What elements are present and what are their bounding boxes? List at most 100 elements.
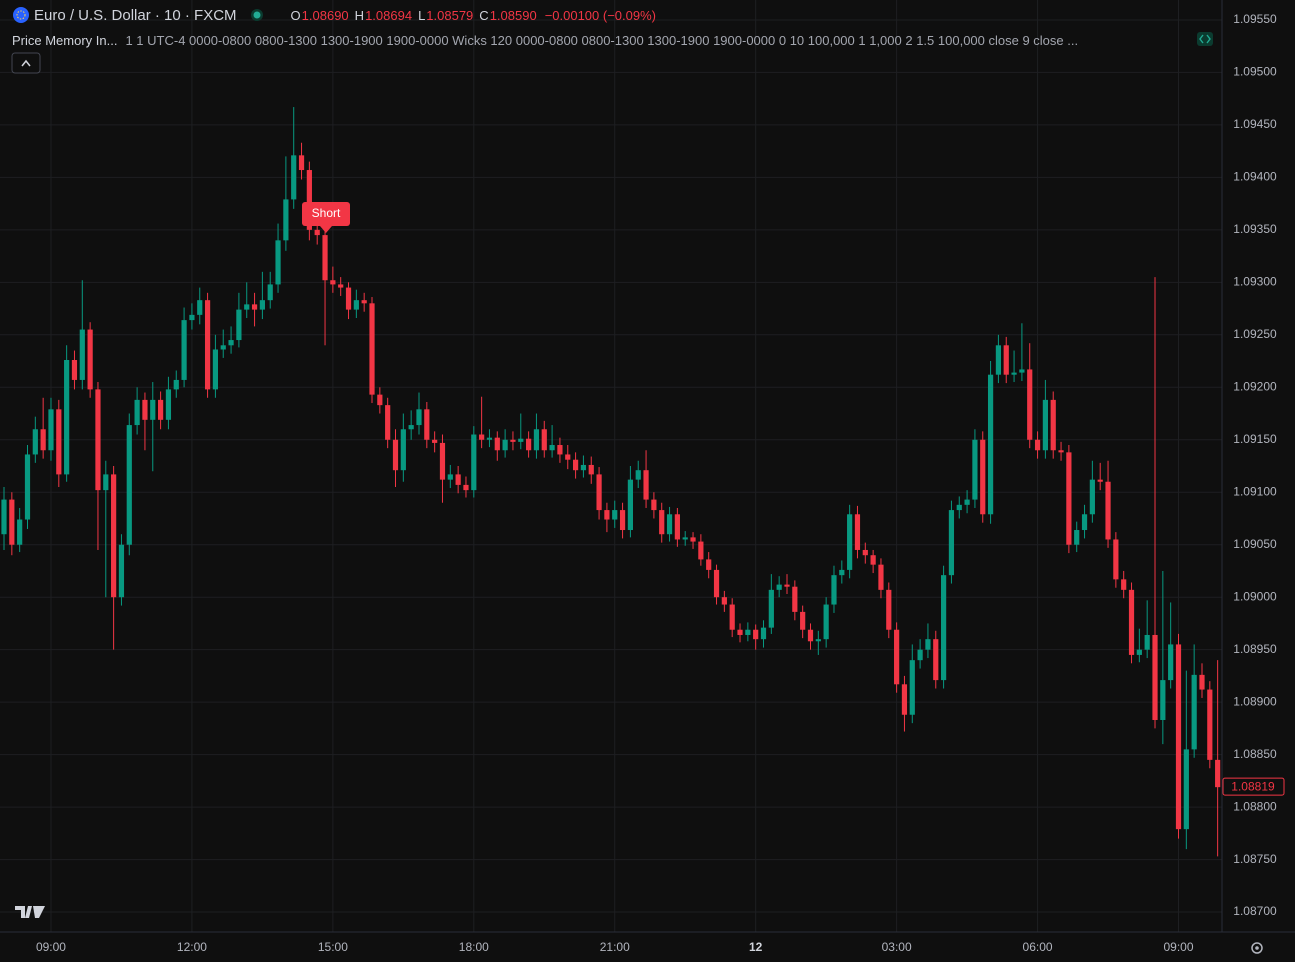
candle-body bbox=[385, 405, 391, 440]
candle-body bbox=[126, 425, 132, 545]
gear-center[interactable] bbox=[1255, 946, 1259, 950]
x-tick-label: 18:00 bbox=[459, 940, 489, 954]
candle-body bbox=[933, 639, 939, 681]
candle-body bbox=[204, 300, 211, 390]
grid bbox=[0, 0, 1222, 932]
y-tick-label: 1.09550 bbox=[1233, 12, 1277, 26]
candle-body bbox=[706, 559, 712, 570]
candle-body bbox=[1160, 680, 1166, 720]
source-icon[interactable] bbox=[1199, 34, 1211, 44]
symbol-header: Euro / U.S. Dollar · 10 · FXCM O 1.08690 … bbox=[12, 5, 656, 25]
candle-body bbox=[909, 660, 915, 715]
candle-body bbox=[40, 429, 46, 451]
candle-body bbox=[111, 474, 117, 598]
collapse-icon[interactable] bbox=[21, 59, 31, 67]
candle-body bbox=[526, 438, 532, 451]
candle-body bbox=[987, 374, 994, 515]
collapse-box[interactable] bbox=[11, 52, 41, 74]
candle-body bbox=[1136, 649, 1142, 655]
candle-body bbox=[518, 438, 524, 442]
candle-body bbox=[1152, 634, 1158, 720]
candle-body bbox=[1089, 479, 1095, 515]
candle-body bbox=[1011, 372, 1017, 375]
candle-body bbox=[565, 454, 571, 460]
candle-body bbox=[259, 300, 265, 310]
candle-body bbox=[980, 439, 986, 515]
candle-body bbox=[103, 474, 109, 491]
candle-body bbox=[651, 499, 657, 511]
candle-body bbox=[330, 280, 336, 285]
candle-body bbox=[549, 445, 555, 451]
candle-body bbox=[392, 439, 399, 471]
symbol-title: Euro / U.S. Dollar · 10 · FXCM bbox=[34, 6, 237, 24]
candle-body bbox=[416, 409, 422, 426]
status-dot[interactable] bbox=[253, 11, 261, 19]
candle-body bbox=[1074, 530, 1080, 545]
candle-body bbox=[71, 359, 78, 380]
last-price-label: 1.08819 bbox=[1231, 779, 1275, 793]
candle-body bbox=[1081, 514, 1088, 531]
candle-body bbox=[533, 429, 540, 451]
candle-body bbox=[158, 399, 164, 420]
candle-body bbox=[369, 303, 375, 395]
candles bbox=[1, 107, 1221, 857]
candle-body bbox=[150, 399, 156, 420]
candle-body bbox=[291, 155, 297, 200]
market-status[interactable] bbox=[249, 8, 269, 22]
candle-body bbox=[800, 611, 806, 630]
indicator-source-icon[interactable] bbox=[1197, 32, 1213, 46]
x-tick-label: 06:00 bbox=[1023, 940, 1053, 954]
candle-body bbox=[447, 474, 453, 480]
candle-body bbox=[502, 439, 508, 451]
ohlc-value: 1.08694 bbox=[365, 7, 413, 23]
ohlc-value: 1.08590 bbox=[489, 7, 537, 23]
settings-button[interactable] bbox=[1251, 942, 1263, 954]
candle-body bbox=[619, 510, 626, 531]
candle-body bbox=[878, 564, 884, 590]
candle-body bbox=[439, 442, 446, 480]
x-tick-label: 09:00 bbox=[36, 940, 66, 954]
y-tick-label: 1.09500 bbox=[1233, 65, 1277, 79]
y-tick-label: 1.09050 bbox=[1233, 537, 1277, 551]
collapse-button[interactable] bbox=[11, 52, 41, 74]
candle-body bbox=[941, 575, 947, 681]
candle-body bbox=[189, 314, 195, 321]
ohlc-key: L bbox=[418, 7, 426, 23]
candle-body bbox=[353, 300, 359, 310]
candle-body bbox=[314, 229, 320, 236]
candle-body bbox=[118, 544, 125, 598]
candle-body bbox=[612, 510, 618, 520]
candle-body bbox=[9, 499, 15, 545]
y-tick-label: 1.09400 bbox=[1233, 170, 1277, 184]
gear[interactable] bbox=[1251, 942, 1263, 954]
indicator-name[interactable]: Price Memory In... bbox=[12, 32, 118, 48]
candle-body bbox=[643, 470, 649, 500]
candle-body bbox=[1105, 481, 1111, 540]
x-tick-label: 12 bbox=[749, 940, 763, 954]
candle-body bbox=[995, 345, 1002, 375]
y-tick-label: 1.09150 bbox=[1233, 432, 1277, 446]
candle-body bbox=[228, 340, 234, 346]
candle-body bbox=[823, 604, 829, 640]
ohlc-key: H bbox=[354, 7, 365, 23]
candle-body bbox=[745, 629, 751, 635]
candle-body bbox=[455, 474, 461, 485]
candle-body bbox=[267, 284, 273, 301]
candle-body bbox=[690, 537, 696, 542]
candle-body bbox=[197, 300, 203, 315]
y-tick-label: 1.09000 bbox=[1233, 589, 1277, 603]
candle-body bbox=[338, 284, 344, 288]
flag-circle bbox=[13, 7, 29, 23]
signal-box bbox=[302, 202, 350, 226]
candle-body bbox=[604, 510, 610, 520]
candle-body bbox=[424, 409, 430, 440]
y-tick-label: 1.09300 bbox=[1233, 275, 1277, 289]
candle-body bbox=[1215, 759, 1221, 788]
ohlc-value: 1.08579 bbox=[426, 7, 474, 23]
candle-body bbox=[894, 629, 900, 685]
candle-body bbox=[212, 349, 219, 390]
candle-body bbox=[64, 359, 70, 475]
source-box[interactable] bbox=[1197, 32, 1213, 46]
y-tick-label: 1.08750 bbox=[1233, 852, 1277, 866]
